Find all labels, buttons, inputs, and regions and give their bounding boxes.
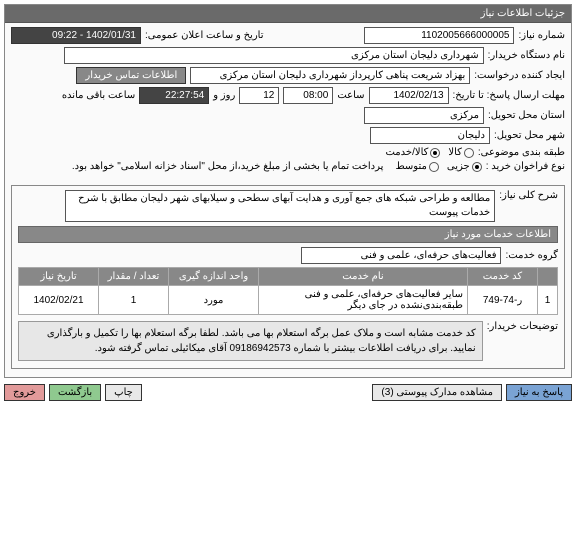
creator-label: ایجاد کننده درخواست: (474, 70, 565, 81)
buyer-notes-box: کد خدمت مشابه است و ملاک عمل برگه استعلا… (18, 321, 483, 361)
cell-date: 1402/02/21 (19, 286, 99, 315)
th-unit: واحد اندازه گیری (169, 268, 259, 286)
deadline-date-field: 1402/02/13 (369, 87, 449, 104)
row-niaz: شماره نیاز: 1102005666000005 تاریخ و ساع… (11, 27, 565, 44)
saat-label-1: ساعت (337, 90, 364, 101)
radio-icon (430, 148, 440, 158)
class-khedmat-radio[interactable]: کالا/خدمت (385, 147, 440, 158)
footer-right-group: پاسخ به نیاز مشاهده مدارک پیوستی (3) (372, 384, 572, 401)
services-header: اطلاعات خدمات مورد نیاز (18, 226, 558, 243)
table-row[interactable]: 1 ر-74-749 سایر فعالیت‌های حرفه‌ای، علمی… (19, 286, 558, 315)
city-field: دلیجان (370, 127, 490, 144)
cell-name: سایر فعالیت‌های حرفه‌ای، علمی و فنی طبقه… (259, 286, 468, 315)
class-kala-label: کالا (448, 147, 462, 158)
back-button[interactable]: بازگشت (49, 384, 101, 401)
row-province: استان محل تحویل: مرکزی (11, 107, 565, 124)
deadline-time-field: 08:00 (283, 87, 333, 104)
cell-code: ر-74-749 (468, 286, 538, 315)
view-docs-button[interactable]: مشاهده مدارک پیوستی (3) (372, 384, 502, 401)
row-deadline: مهلت ارسال پاسخ: تا تاریخ: 1402/02/13 سا… (11, 87, 565, 104)
buytype-jozi-radio[interactable]: جزیی (447, 161, 482, 172)
buytype-radio-group: جزیی متوسط (395, 161, 481, 172)
public-dt-label: تاریخ و ساعت اعلان عمومی: (145, 30, 264, 41)
panel-body: شماره نیاز: 1102005666000005 تاریخ و ساع… (5, 23, 571, 377)
row-general-desc: شرح کلی نیاز: مطالعه و طراحی شبکه های جم… (18, 190, 558, 222)
th-idx (538, 268, 558, 286)
rooz-label: روز و (213, 90, 235, 101)
row-city: شهر محل تحویل: دلیجان (11, 127, 565, 144)
row-class: طبقه بندی موضوعی: کالا کالا/خدمت (11, 147, 565, 158)
deadline-label: مهلت ارسال پاسخ: تا تاریخ: (453, 90, 565, 101)
print-button[interactable]: چاپ (105, 384, 142, 401)
province-field: مرکزی (364, 107, 484, 124)
class-radio-group: کالا کالا/خدمت (385, 147, 473, 158)
th-code: کد خدمت (468, 268, 538, 286)
niaz-no-field: 1102005666000005 (364, 27, 514, 44)
buytype-jozi-label: جزیی (447, 161, 470, 172)
footer: پاسخ به نیاز مشاهده مدارک پیوستی (3) چاپ… (4, 384, 572, 401)
province-label: استان محل تحویل: (488, 110, 565, 121)
row-group: گروه خدمت: فعالیت‌های حرفه‌ای، علمی و فن… (18, 247, 558, 264)
buytype-label: نوع فراخوان خرید : (486, 161, 565, 172)
radio-icon (464, 148, 474, 158)
group-field: فعالیت‌های حرفه‌ای، علمی و فنی (301, 247, 501, 264)
cell-idx: 1 (538, 286, 558, 315)
city-label: شهر محل تحویل: (494, 130, 565, 141)
reply-button[interactable]: پاسخ به نیاز (506, 384, 572, 401)
buytype-motavaset-radio[interactable]: متوسط (395, 161, 438, 172)
group-label: گروه خدمت: (505, 250, 558, 261)
public-dt-field: 1402/01/31 - 09:22 (11, 27, 141, 44)
cell-unit: مورد (169, 286, 259, 315)
exit-button[interactable]: خروج (4, 384, 45, 401)
buytype-motavaset-label: متوسط (395, 161, 426, 172)
class-khedmat-label: کالا/خدمت (385, 147, 428, 158)
cell-qty: 1 (99, 286, 169, 315)
th-name: نام خدمت (259, 268, 468, 286)
inner-body: شرح کلی نیاز: مطالعه و طراحی شبکه های جم… (12, 186, 564, 368)
buyer-label: نام دستگاه خریدار: (488, 50, 565, 61)
footer-left-group: چاپ بازگشت خروج (4, 384, 142, 401)
general-desc-field: مطالعه و طراحی شبکه های جمع آوری و هدایت… (65, 190, 495, 222)
radio-icon (472, 162, 482, 172)
th-date: تاریخ نیاز (19, 268, 99, 286)
class-label: طبقه بندی موضوعی: (478, 147, 565, 158)
buyer-field: شهرداری دلیجان استان مرکزی (64, 47, 484, 64)
remain-time-field: 22:27:54 (139, 87, 209, 104)
class-kala-radio[interactable]: کالا (448, 147, 474, 158)
services-table: کد خدمت نام خدمت واحد اندازه گیری تعداد … (18, 267, 558, 315)
days-field: 12 (239, 87, 279, 104)
row-buytype: نوع فراخوان خرید : جزیی متوسط پرداخت تما… (11, 161, 565, 172)
row-buyer: نام دستگاه خریدار: شهرداری دلیجان استان … (11, 47, 565, 64)
general-desc-label: شرح کلی نیاز: (499, 190, 558, 201)
contact-info-button[interactable]: اطلاعات تماس خریدار (76, 67, 186, 84)
row-buyer-notes: توضیحات خریدار: کد خدمت مشابه است و ملاک… (18, 321, 558, 361)
info-panel: جزئیات اطلاعات نیاز شماره نیاز: 11020056… (4, 4, 572, 378)
radio-icon (429, 162, 439, 172)
remain-label: ساعت باقی مانده (62, 90, 135, 101)
niaz-no-label: شماره نیاز: (518, 30, 565, 41)
inner-panel: شرح کلی نیاز: مطالعه و طراحی شبکه های جم… (11, 185, 565, 369)
table-header-row: کد خدمت نام خدمت واحد اندازه گیری تعداد … (19, 268, 558, 286)
panel-title: جزئیات اطلاعات نیاز (5, 5, 571, 23)
buyer-notes-label: توضیحات خریدار: (487, 321, 558, 332)
th-qty: تعداد / مقدار (99, 268, 169, 286)
row-creator: ایجاد کننده درخواست: بهزاد شریعت پناهی ک… (11, 67, 565, 84)
creator-field: بهزاد شریعت پناهی کارپرداز شهرداری دلیجا… (190, 67, 470, 84)
buy-note: پرداخت تمام یا بخشی از مبلغ خرید،از محل … (72, 161, 384, 172)
